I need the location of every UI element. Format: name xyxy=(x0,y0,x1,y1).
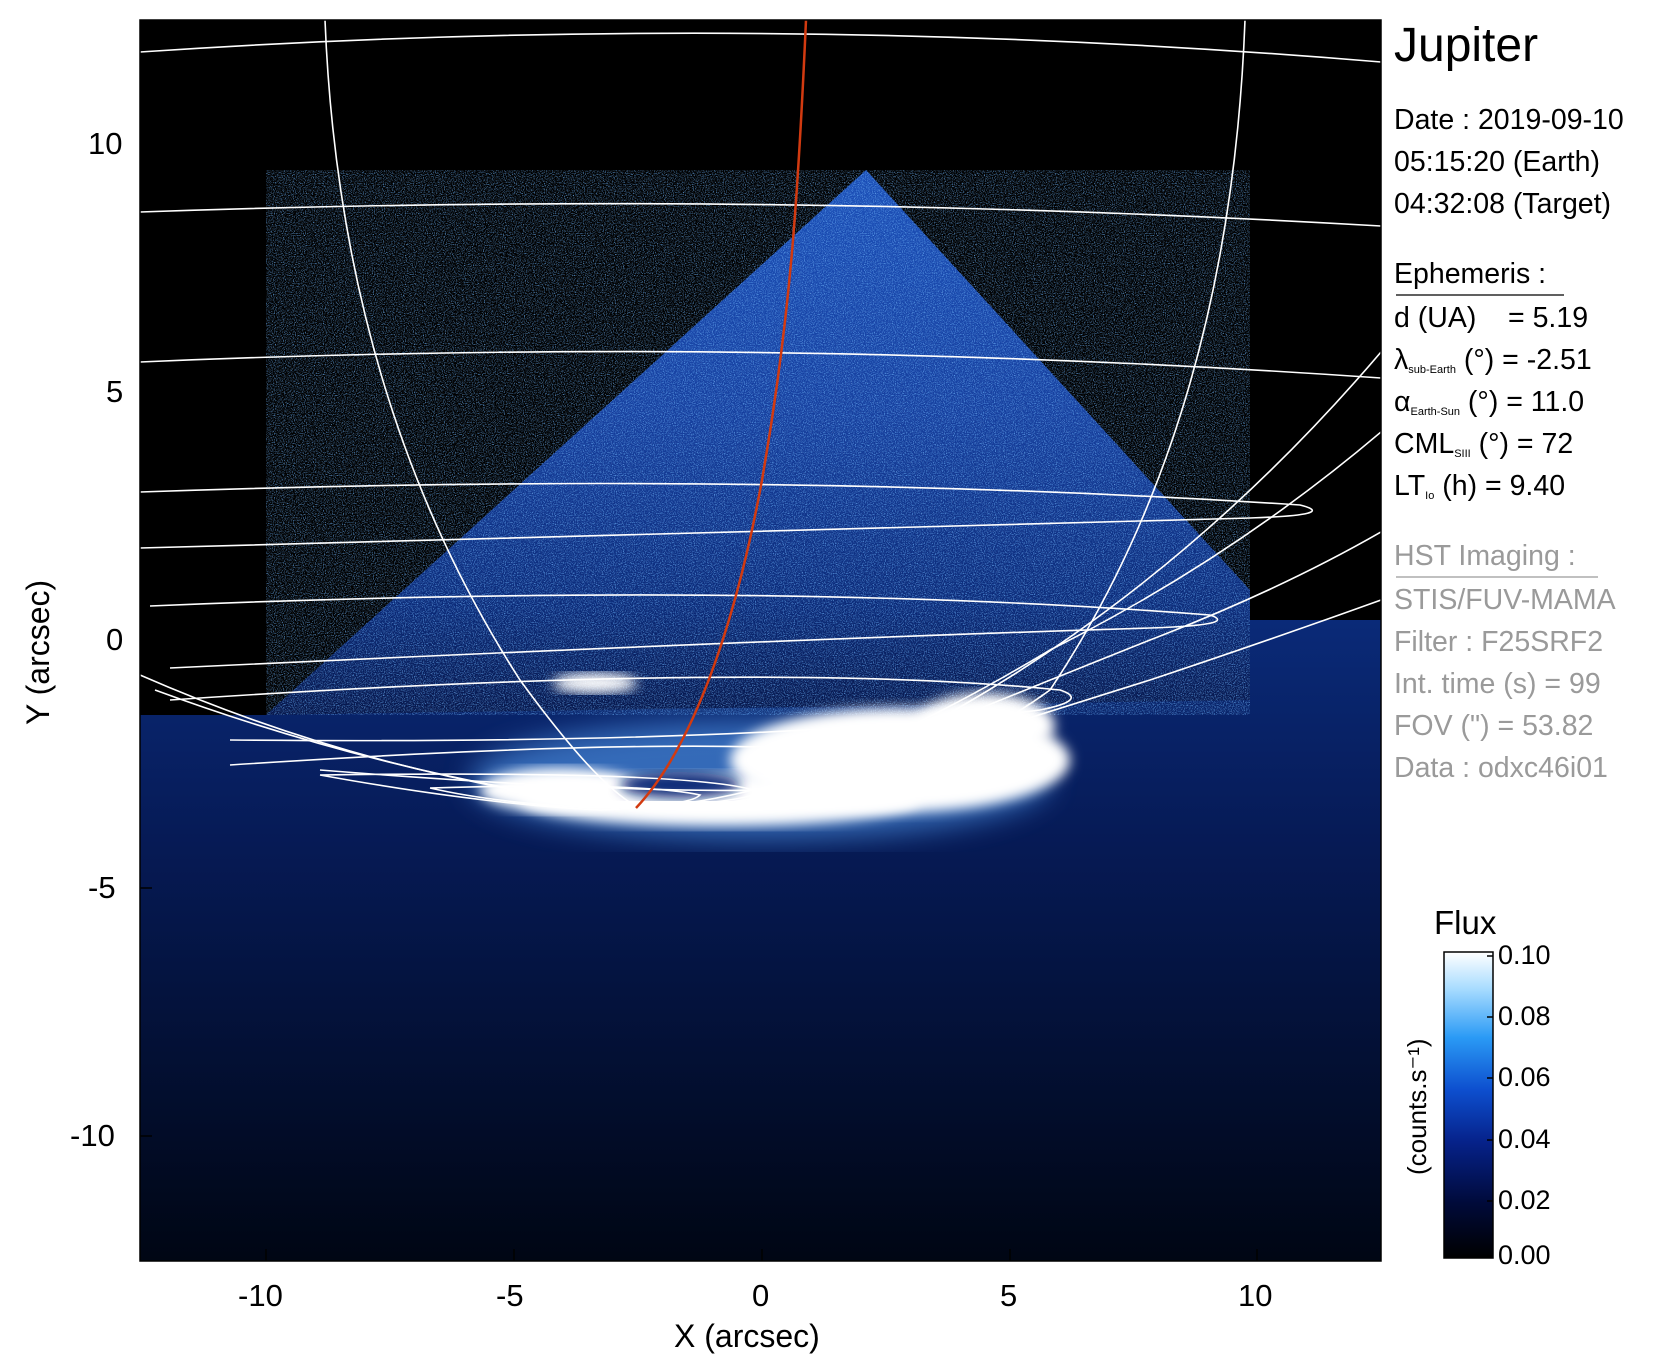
hst-image xyxy=(140,20,1381,1261)
hst-data-id: Data : odxc46i01 xyxy=(1394,752,1608,784)
date-line: Date : 2019-09-10 xyxy=(1394,104,1624,136)
colorbar-tick-label: 0.02 xyxy=(1498,1185,1551,1215)
colorbar-title: Flux xyxy=(1434,904,1497,941)
y-axis-title: Y (arcsec) xyxy=(20,579,56,725)
x-tick-label: -10 xyxy=(238,1278,283,1313)
ephemeris-phase-angle: αEarth-Sun (°) = 11.0 xyxy=(1394,386,1585,418)
y-tick-label: 10 xyxy=(88,126,123,161)
io-footpath-curve xyxy=(635,20,808,809)
colorbar-unit-label: (counts.s⁻¹) xyxy=(1402,1038,1432,1175)
y-tick-label: -10 xyxy=(70,1118,115,1153)
hst-header: HST Imaging : xyxy=(1394,540,1576,572)
colorbar-tick-label: 0.04 xyxy=(1498,1124,1551,1154)
hst-int-time: Int. time (s) = 99 xyxy=(1394,668,1601,700)
x-tick-label: -5 xyxy=(496,1278,524,1313)
colorbar-tick-label: 0.08 xyxy=(1498,1001,1551,1031)
ephemeris-local-time: LTIo (h) = 9.40 xyxy=(1394,470,1566,502)
x-tick-label: 5 xyxy=(1000,1278,1018,1313)
ephemeris-latitude: λsub-Earth (°) = -2.51 xyxy=(1394,344,1592,376)
y-tick-label: 0 xyxy=(106,622,124,657)
y-tick-label: 5 xyxy=(106,374,124,409)
x-tick-label: 0 xyxy=(752,1278,770,1313)
x-tick-label: 10 xyxy=(1238,1278,1273,1313)
target-time-line: 04:32:08 (Target) xyxy=(1394,188,1612,220)
colorbar-tick-label: 0.06 xyxy=(1498,1062,1551,1092)
y-axis-ticks xyxy=(140,143,152,1137)
hst-fov: FOV (") = 53.82 xyxy=(1394,710,1594,742)
ephemeris-distance: d (UA) = 5.19 xyxy=(1394,302,1589,334)
ephemeris-header: Ephemeris : xyxy=(1394,258,1547,290)
hst-filter: Filter : F25SRF2 xyxy=(1394,626,1604,658)
x-axis-ticks xyxy=(265,1249,1258,1261)
ephemeris-cml: CMLSIII (°) = 72 xyxy=(1394,428,1574,460)
colorbar-tick-label: 0.00 xyxy=(1498,1240,1551,1270)
colorbar-tick-label: 0.10 xyxy=(1498,940,1551,970)
earth-time-line: 05:15:20 (Earth) xyxy=(1394,146,1600,178)
x-axis-title: X (arcsec) xyxy=(674,1318,820,1354)
hst-instrument: STIS/FUV-MAMA xyxy=(1394,584,1616,616)
y-tick-label: -5 xyxy=(88,870,116,905)
target-title: Jupiter xyxy=(1394,19,1539,72)
planet-grid xyxy=(140,20,1381,811)
colorbar-bar xyxy=(1443,951,1494,1259)
